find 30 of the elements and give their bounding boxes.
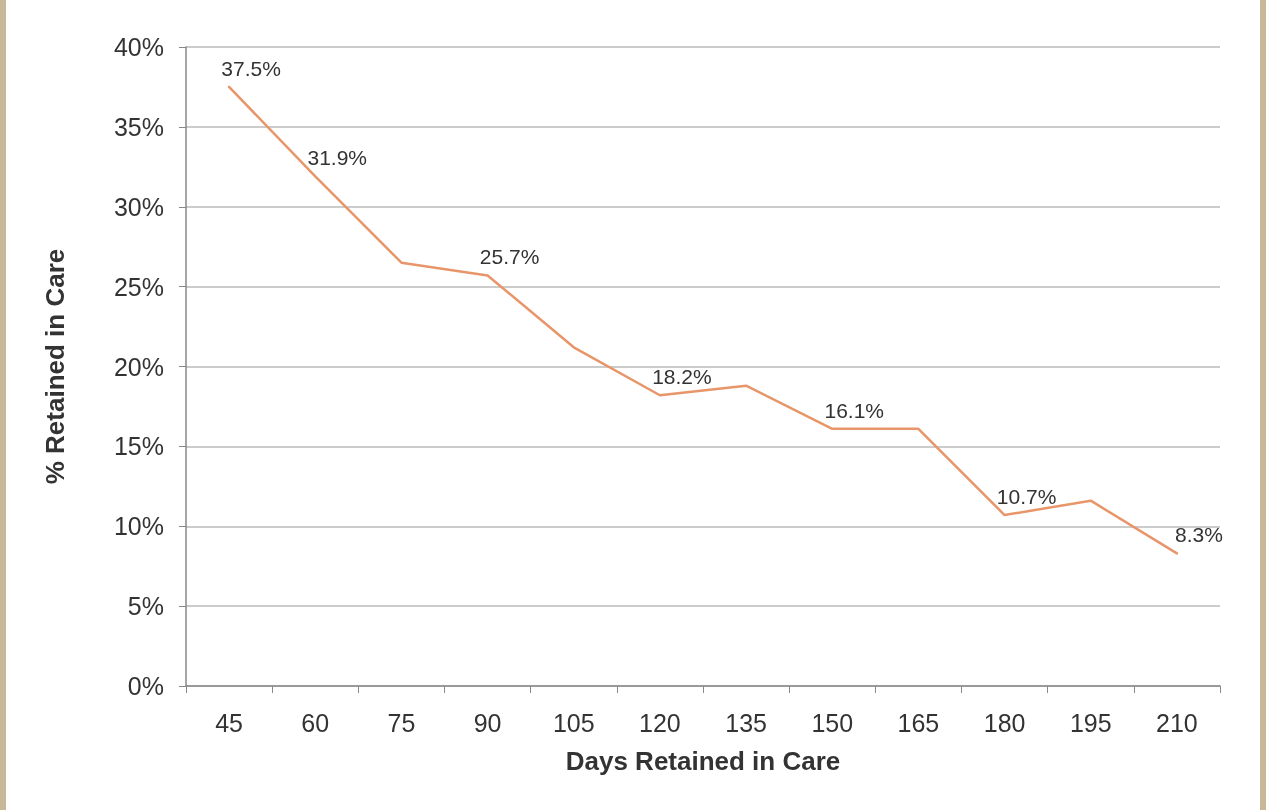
- data-label: 16.1%: [824, 398, 885, 422]
- x-tick-label: 60: [301, 708, 330, 737]
- y-axis-title: % Retained in Care: [40, 248, 70, 485]
- y-tick-label: 40%: [113, 33, 164, 61]
- x-tick-label: 165: [897, 708, 940, 737]
- y-tick-label: 35%: [113, 112, 164, 141]
- y-tick-label: 10%: [113, 512, 164, 541]
- y-tick-label: 15%: [113, 432, 164, 461]
- x-tick-label: 195: [1069, 708, 1112, 737]
- y-tick-label: 5%: [127, 592, 164, 621]
- y-tick-label: 25%: [113, 272, 164, 301]
- x-tick-label: 90: [473, 708, 502, 737]
- data-label: 10.7%: [996, 485, 1057, 509]
- data-label: 8.3%: [1174, 523, 1223, 547]
- x-tick-label: 180: [983, 708, 1026, 737]
- y-tick-label: 30%: [113, 192, 164, 221]
- x-tick-label: 210: [1156, 708, 1198, 737]
- x-tick-label: 150: [811, 708, 854, 737]
- x-tick-label: 45: [215, 708, 243, 737]
- x-axis-title: Days Retained in Care: [565, 746, 841, 776]
- data-label: 18.2%: [652, 365, 712, 389]
- x-tick-label: 75: [387, 708, 416, 737]
- x-tick-label: 120: [639, 708, 681, 737]
- data-label: 37.5%: [221, 56, 281, 80]
- x-tick-label: 135: [725, 708, 767, 737]
- x-tick-label: 105: [552, 708, 595, 737]
- y-tick-label: 0%: [127, 672, 164, 700]
- data-label: 31.9%: [307, 146, 368, 170]
- data-label: 25.7%: [479, 245, 540, 269]
- y-tick-label: 20%: [113, 352, 164, 381]
